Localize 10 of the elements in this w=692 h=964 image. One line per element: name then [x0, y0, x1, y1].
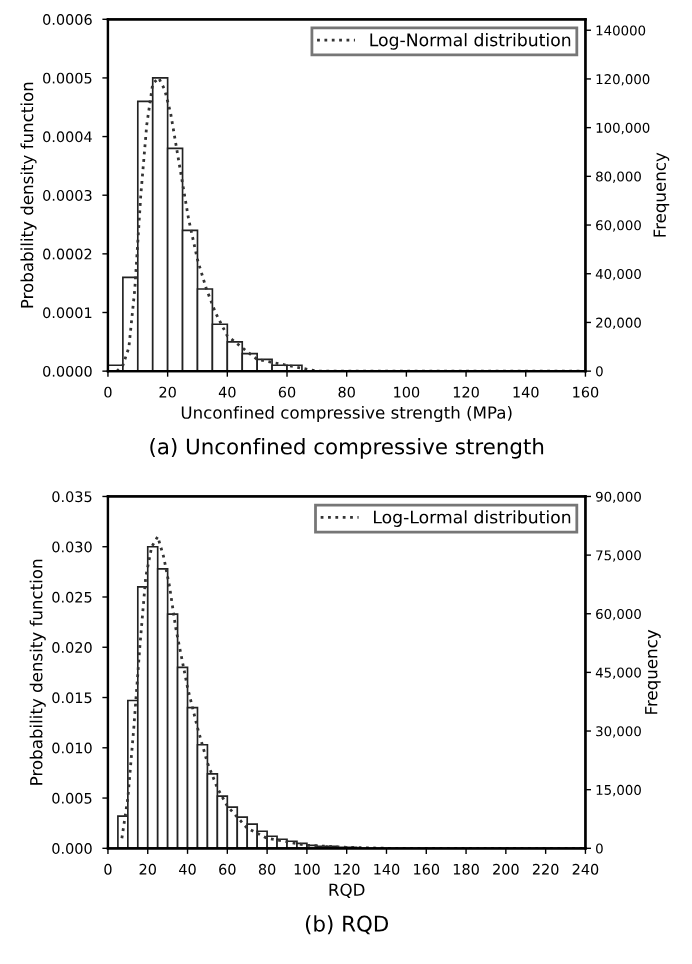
x-axis-title: RQD: [329, 883, 365, 898]
x-axis-title: Unconfined compressive strength (MPa): [181, 405, 512, 423]
legend-label: Log-Lormal distribution: [374, 510, 571, 527]
y-axis-title: Probability density function: [29, 559, 46, 785]
y2-axis-title: Frequency: [653, 152, 670, 237]
text: (a) Unconfined compressive strength: [150, 437, 544, 459]
legend-label: Log-Normal distribution: [370, 33, 571, 50]
y2-axis-title: Frequency: [645, 629, 661, 714]
text: (b) RQD: [305, 915, 389, 935]
y-axis-title: Probability density function: [20, 82, 37, 308]
